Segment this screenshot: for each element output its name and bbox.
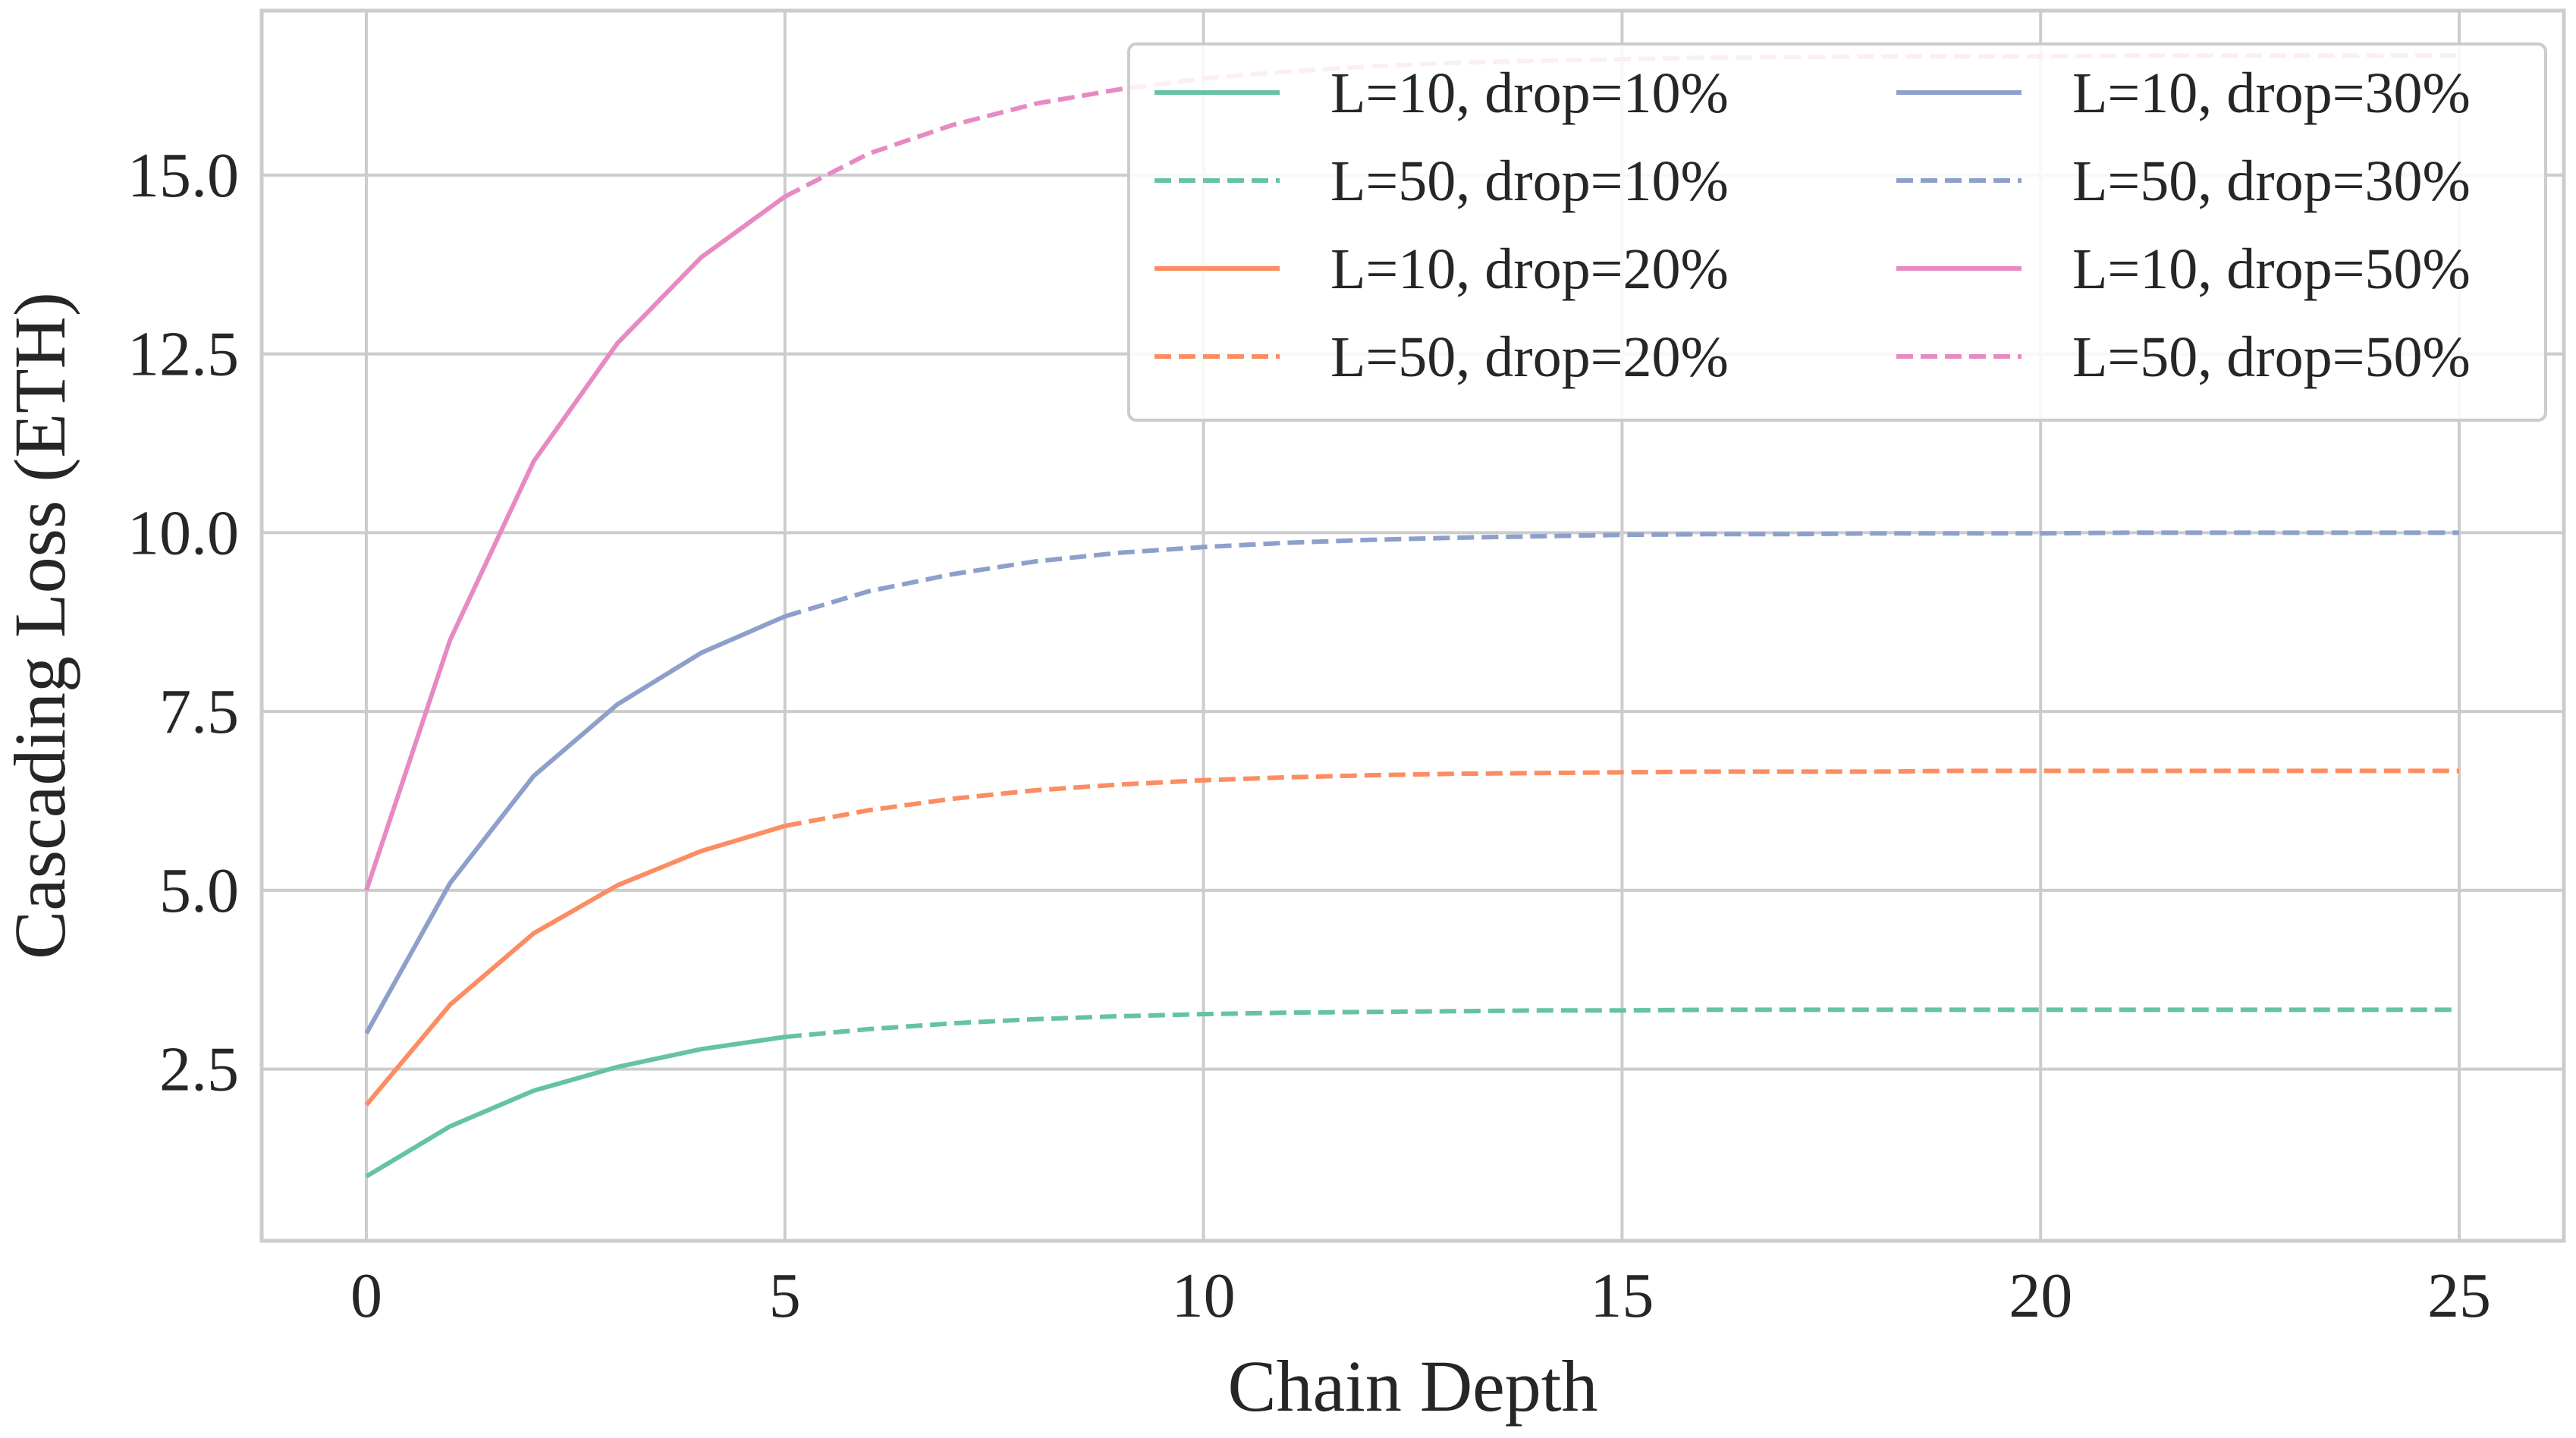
series-line-5 xyxy=(364,614,786,1035)
series-line-7 xyxy=(364,194,787,891)
y-axis-label: Cascading Loss (ETH) xyxy=(0,292,80,959)
legend-item: L=50, drop=30% xyxy=(1896,149,2471,213)
legend-label: L=10, drop=30% xyxy=(2072,61,2471,125)
series-line-4 xyxy=(784,768,2459,828)
y-tick-label: 12.5 xyxy=(127,319,239,390)
y-tick-label: 10.0 xyxy=(127,498,239,568)
legend-item: L=50, drop=20% xyxy=(1154,325,1729,389)
legend-label: L=50, drop=50% xyxy=(2072,325,2471,389)
x-tick-label: 5 xyxy=(769,1261,801,1331)
x-tick-label: 10 xyxy=(1172,1261,1236,1331)
legend-label: L=10, drop=50% xyxy=(2072,237,2471,301)
y-tick-label: 5.0 xyxy=(159,856,239,926)
legend-item: L=10, drop=30% xyxy=(1896,61,2471,125)
legend-item: L=10, drop=20% xyxy=(1154,237,1729,301)
legend-item: L=10, drop=50% xyxy=(1896,237,2471,301)
plot-frame xyxy=(259,8,2566,1243)
legend-label: L=50, drop=20% xyxy=(1330,325,1729,389)
legend-label: L=50, drop=30% xyxy=(2072,149,2471,213)
legend-item: L=50, drop=50% xyxy=(1896,325,2471,389)
legend-label: L=10, drop=10% xyxy=(1330,61,1729,125)
y-tick-label: 7.5 xyxy=(159,677,239,747)
x-axis-label: Chain Depth xyxy=(1228,1345,1598,1427)
y-axis-ticks: 2.5 5.0 7.5 10.0 12.5 15.0 xyxy=(127,140,239,1105)
legend-item: L=50, drop=10% xyxy=(1154,149,1729,213)
legend-label: L=10, drop=20% xyxy=(1330,237,1729,301)
series-line-3 xyxy=(364,824,786,1107)
series-line-1 xyxy=(365,1035,786,1179)
legend-box xyxy=(1127,42,2547,422)
legend-item: L=10, drop=10% xyxy=(1154,61,1729,125)
x-tick-label: 15 xyxy=(1590,1261,1654,1331)
legend-label: L=50, drop=10% xyxy=(1330,149,1729,213)
x-tick-label: 20 xyxy=(2009,1261,2072,1331)
y-tick-label: 15.0 xyxy=(127,140,239,211)
x-tick-label: 0 xyxy=(350,1261,382,1331)
series-line-2 xyxy=(784,1007,2459,1040)
x-tick-label: 25 xyxy=(2427,1261,2491,1331)
legend: L=10, drop=10% L=50, drop=10% L=10, drop=2… xyxy=(1127,42,2547,422)
x-axis-ticks: 0 5 10 15 20 25 xyxy=(350,1261,2491,1331)
y-tick-label: 2.5 xyxy=(159,1035,239,1105)
